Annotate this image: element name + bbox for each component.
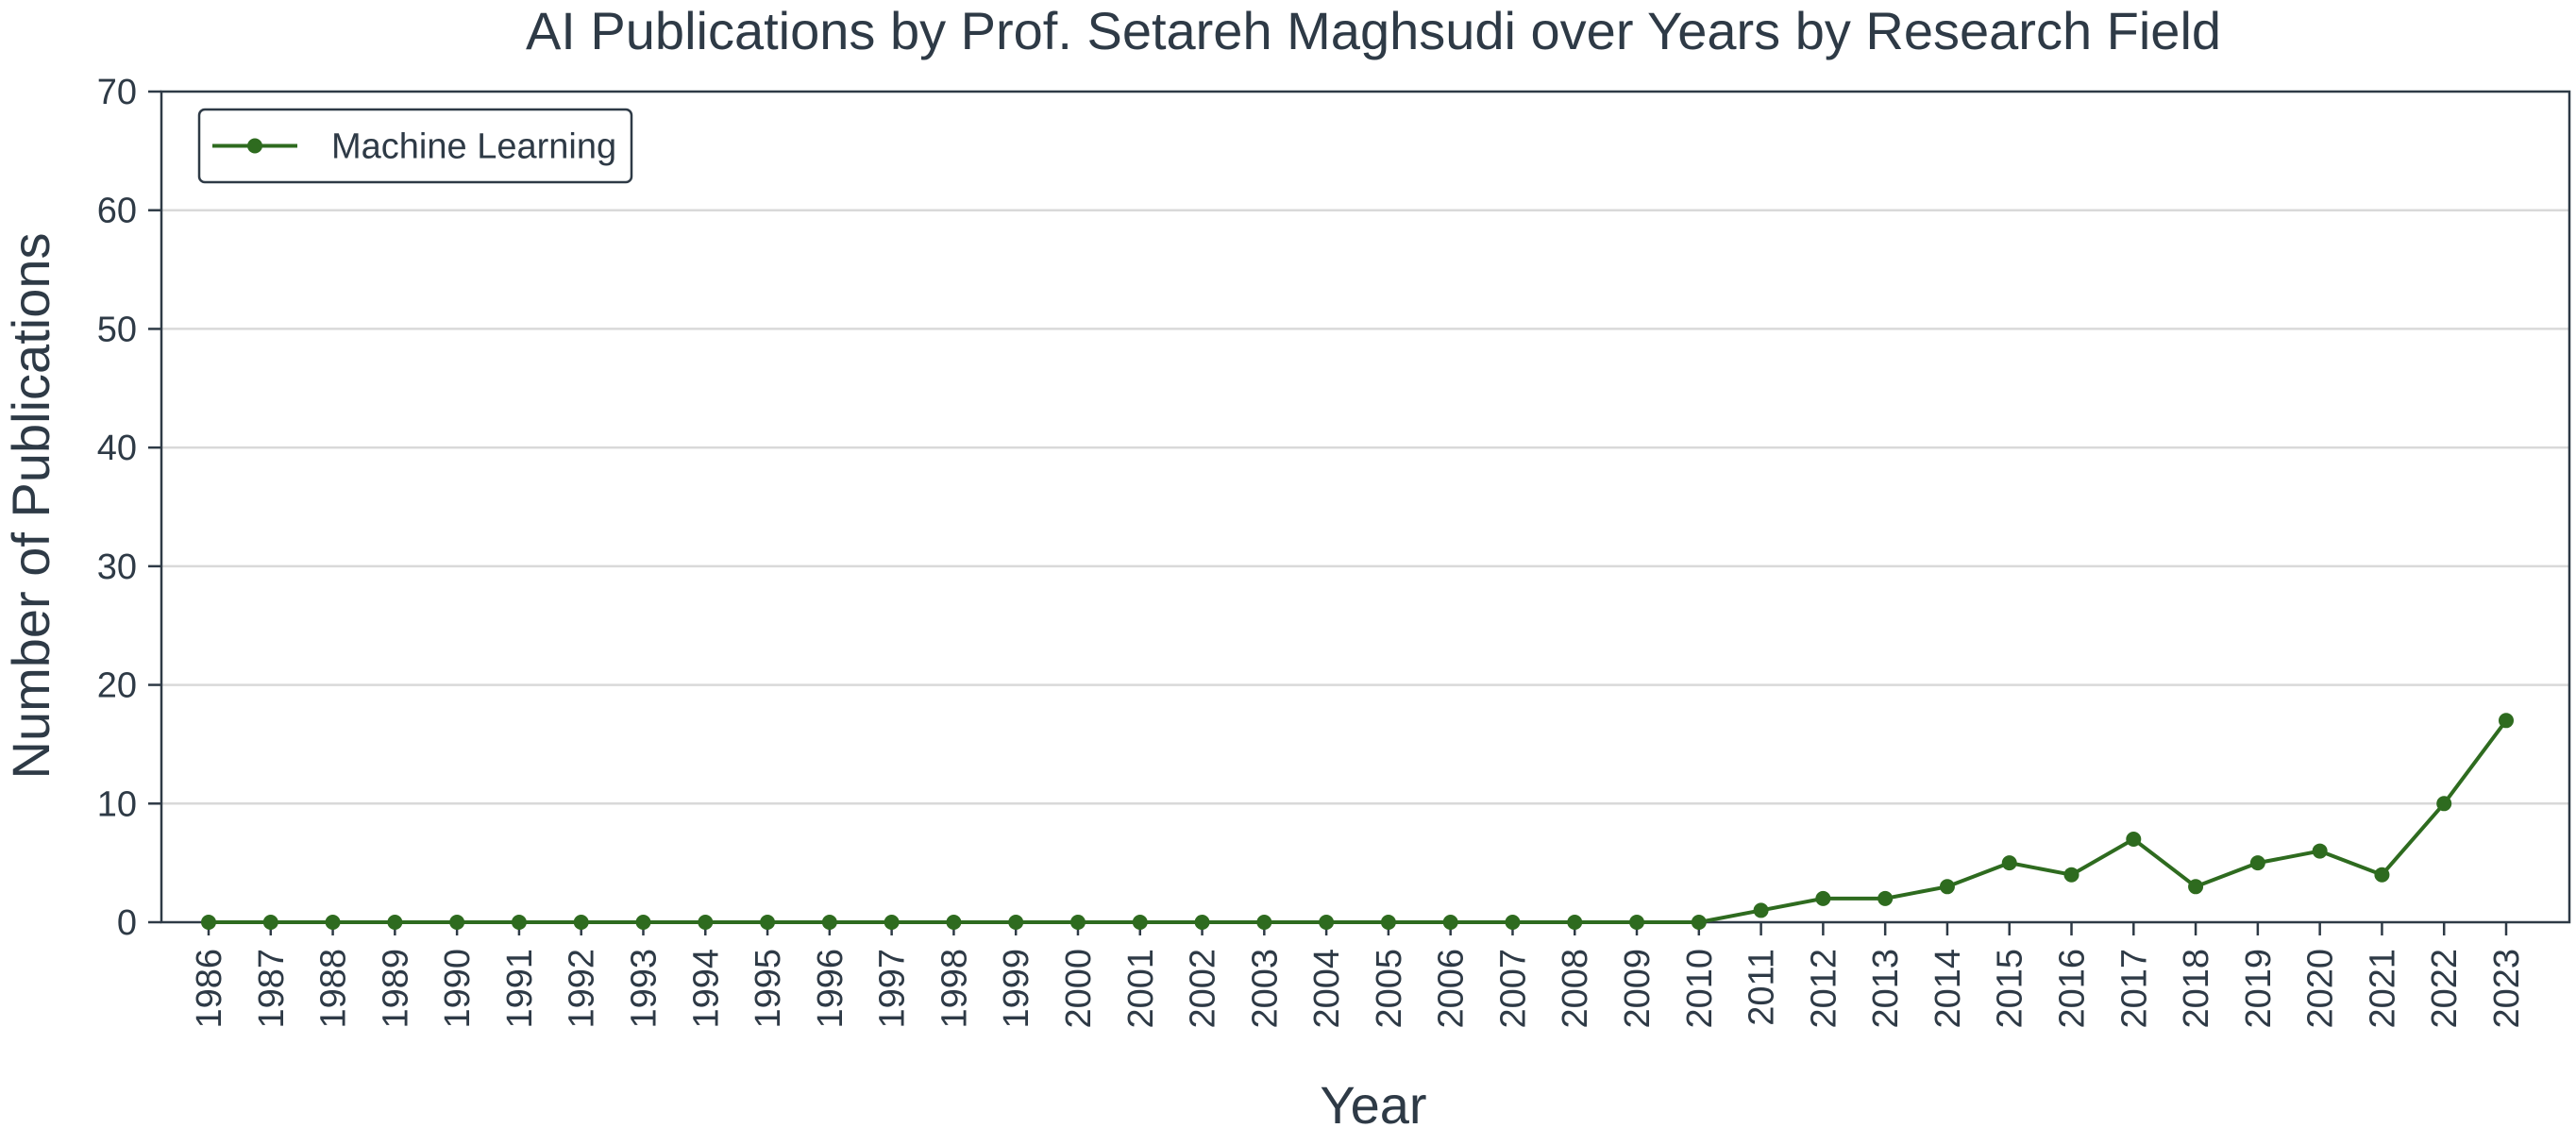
data-point — [1069, 915, 1086, 930]
y-tick-label: 10 — [97, 784, 137, 824]
y-tick-label: 30 — [97, 547, 137, 587]
data-point — [2499, 713, 2514, 729]
data-point — [1691, 915, 1707, 930]
data-point — [262, 915, 278, 930]
x-tick-label: 2012 — [1804, 949, 1844, 1029]
x-tick-label: 1998 — [934, 949, 974, 1029]
data-point — [760, 915, 776, 930]
x-tick-label: 1991 — [500, 949, 540, 1029]
x-tick-label: 2007 — [1493, 949, 1533, 1029]
data-point — [1505, 915, 1521, 930]
data-point — [387, 915, 403, 930]
data-point — [2374, 867, 2390, 883]
data-point — [325, 915, 341, 930]
y-tick-label: 40 — [97, 429, 137, 468]
data-point — [2436, 796, 2452, 812]
data-point — [1877, 890, 1894, 906]
y-axis-label: Number of Publications — [1, 233, 60, 780]
chart-title: AI Publications by Prof. Setareh Maghsud… — [526, 1, 2221, 60]
data-point — [1815, 890, 1831, 906]
x-tick-label: 2016 — [2053, 949, 2093, 1029]
x-tick-label: 1997 — [873, 949, 913, 1029]
x-tick-label: 2011 — [1743, 949, 1782, 1026]
y-tick-label: 50 — [97, 310, 137, 349]
series-line — [209, 719, 2508, 924]
data-point — [2249, 855, 2265, 871]
x-tick-label: 2004 — [1307, 949, 1347, 1029]
data-point — [2001, 855, 2017, 871]
x-tick-label: 2008 — [1556, 949, 1595, 1029]
data-point — [2063, 867, 2079, 883]
x-tick-label: 2006 — [1432, 949, 1472, 1029]
x-tick-label: 2017 — [2114, 949, 2154, 1029]
data-point — [1132, 915, 1148, 930]
x-tick-label: 1992 — [563, 949, 602, 1029]
data-point — [511, 915, 527, 930]
legend-box — [197, 108, 633, 184]
x-tick-label: 2018 — [2177, 949, 2216, 1029]
data-point — [698, 915, 714, 930]
legend: Machine Learning — [197, 108, 633, 184]
x-tick-label: 1993 — [624, 949, 664, 1029]
data-point — [573, 915, 589, 930]
data-point — [1939, 879, 1955, 895]
plot-frame — [160, 90, 2571, 924]
x-tick-label: 2005 — [1370, 949, 1409, 1029]
data-point — [946, 915, 962, 930]
x-tick-label: 2020 — [2301, 949, 2341, 1029]
y-tick-label: 70 — [97, 73, 137, 112]
x-tick-label: 1988 — [314, 949, 354, 1029]
x-tick-label: 2021 — [2363, 949, 2402, 1029]
x-axis-label: Year — [1320, 1075, 1426, 1135]
data-point — [2126, 832, 2142, 847]
data-point — [1753, 902, 1769, 918]
x-tick-label: 2019 — [2239, 949, 2279, 1029]
y-tick-label: 60 — [97, 192, 137, 231]
data-point — [2188, 879, 2204, 895]
x-tick-label: 1987 — [252, 949, 292, 1029]
legend-marker — [247, 138, 262, 154]
x-tick-label: 2000 — [1059, 949, 1099, 1029]
data-point — [1008, 915, 1024, 930]
data-point — [1567, 915, 1583, 930]
x-tick-label: 1996 — [811, 949, 850, 1029]
x-tick-label: 2001 — [1121, 949, 1161, 1029]
x-tick-label: 2003 — [1245, 949, 1285, 1029]
x-tick-label: 2022 — [2425, 949, 2465, 1029]
legend-label: Machine Learning — [331, 127, 616, 167]
x-tick-label: 2010 — [1680, 949, 1720, 1029]
x-tick-label: 2002 — [1184, 949, 1223, 1029]
x-tick-label: 1999 — [997, 949, 1036, 1029]
data-point — [1256, 915, 1272, 930]
x-tick-label: 2009 — [1618, 949, 1658, 1029]
x-tick-label: 1995 — [749, 949, 788, 1029]
x-tick-label: 1994 — [686, 949, 726, 1029]
data-point — [635, 915, 651, 930]
data-point — [884, 915, 900, 930]
data-point — [201, 915, 216, 930]
x-tick-label: 2014 — [1928, 949, 1968, 1029]
y-tick-label: 20 — [97, 666, 137, 706]
data-point — [1442, 915, 1458, 930]
data-point — [1194, 915, 1210, 930]
data-point — [1319, 915, 1335, 930]
data-point — [1380, 915, 1396, 930]
data-point — [2312, 843, 2328, 859]
series-machine-learning — [201, 713, 2514, 930]
x-tick-label: 1990 — [438, 949, 478, 1029]
data-point — [1629, 915, 1645, 930]
x-tick-label: 1989 — [376, 949, 415, 1029]
x-tick-label: 2023 — [2487, 949, 2527, 1029]
x-tick-label: 2015 — [1991, 949, 2030, 1029]
x-tick-label: 2013 — [1866, 949, 1906, 1029]
data-point — [821, 915, 837, 930]
grid-lines — [161, 209, 2569, 805]
data-point — [449, 915, 465, 930]
x-tick-label: 1986 — [190, 949, 229, 1029]
y-tick-label: 0 — [117, 903, 137, 943]
series-layer — [201, 713, 2514, 930]
